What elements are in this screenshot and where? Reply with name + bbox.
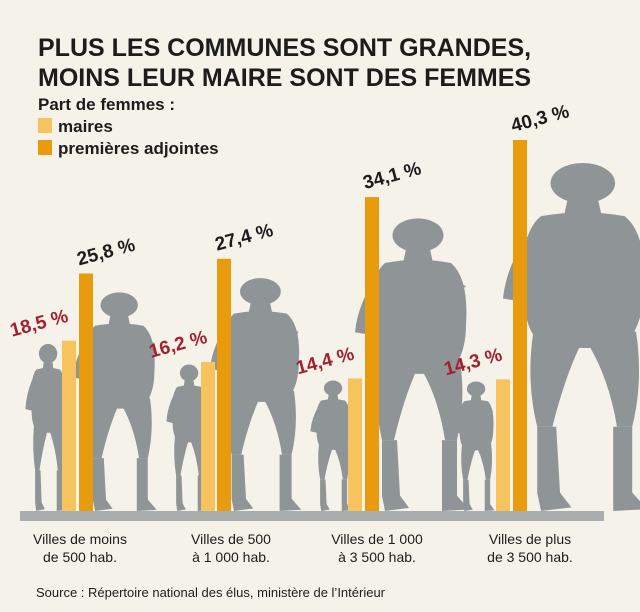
label-maires-3: 14,4 % xyxy=(294,344,357,380)
bar-adjointes-2 xyxy=(217,258,231,511)
label-adjointes-4: 40,3 % xyxy=(509,101,572,137)
bar-adjointes-1 xyxy=(79,273,93,511)
category-label-3-line-1: Villes de 1 000 xyxy=(331,531,423,547)
label-maires-2: 16,2 % xyxy=(147,327,210,363)
source-note: Source : Répertoire national des élus, m… xyxy=(36,585,386,600)
category-label-2-line-2: à 1 000 hab. xyxy=(192,549,270,565)
category-label-4-line-2: de 3 500 hab. xyxy=(487,549,573,565)
bar-adjointes-4 xyxy=(513,140,527,511)
legend-swatch-maires xyxy=(38,118,52,133)
category-label-1-line-1: Villes de moins xyxy=(33,531,127,547)
bar-maires-1 xyxy=(62,340,76,511)
silhouette-maire-3 xyxy=(310,380,352,511)
bar-maires-3 xyxy=(348,378,362,511)
label-adjointes-1: 25,8 % xyxy=(75,235,138,271)
bar-maires-2 xyxy=(201,361,215,511)
legend-swatch-adjointes xyxy=(38,140,52,155)
legend-label-maires: maires xyxy=(58,117,113,136)
category-labels: Villes de moins de 500 hab. Villes de 500 à… xyxy=(33,531,573,565)
legend-heading: Part de femmes : xyxy=(38,95,175,114)
silhouette-maire-1 xyxy=(25,343,67,511)
bars xyxy=(62,140,527,512)
bar-maires-4 xyxy=(496,379,510,511)
label-maires-1: 18,5 % xyxy=(8,306,71,342)
category-label-2-line-1: Villes de 500 xyxy=(191,531,271,547)
category-label-1-line-2: de 500 hab. xyxy=(43,549,117,565)
title-line-1: PLUS LES COMMUNES SONT GRANDES, xyxy=(38,34,531,62)
category-label-4-line-1: Villes de plus xyxy=(489,531,571,547)
silhouettes xyxy=(25,162,640,512)
category-label-3-line-2: à 3 500 hab. xyxy=(338,549,416,565)
label-adjointes-2: 27,4 % xyxy=(213,220,276,256)
bar-adjointes-3 xyxy=(365,197,379,512)
legend-label-adjointes: premières adjointes xyxy=(58,139,219,158)
label-adjointes-3: 34,1 % xyxy=(361,158,424,194)
baseline-floor xyxy=(20,511,604,521)
title-line-2: MOINS LEUR MAIRE SONT DES FEMMES xyxy=(38,64,531,92)
